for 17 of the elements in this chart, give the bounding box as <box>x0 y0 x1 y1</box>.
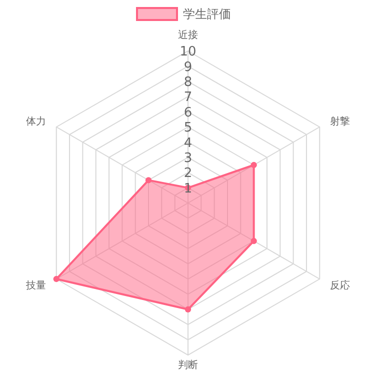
y-tick-label: 7 <box>184 90 192 106</box>
y-tick-label: 6 <box>184 105 192 120</box>
spoke-label: 体力 <box>26 116 46 128</box>
y-tick-label: 8 <box>184 74 192 90</box>
spoke-label: 技量 <box>24 280 46 292</box>
spoke-label: 近接 <box>178 29 198 41</box>
spoke-label: 射撃 <box>330 116 350 128</box>
spoke-label: 判断 <box>178 359 198 371</box>
y-tick-label: 10 <box>180 44 196 60</box>
spoke-label: 反応 <box>330 280 350 292</box>
legend-label: 学生評価 <box>183 7 231 22</box>
y-tick-label: 4 <box>184 136 192 151</box>
y-tick-label: 9 <box>184 60 192 75</box>
y-tick-label: 5 <box>184 120 192 136</box>
y-tick-label: 3 <box>184 150 192 166</box>
y-tick-label: 1 <box>184 181 192 196</box>
y-tick-label: 2 <box>184 166 192 182</box>
